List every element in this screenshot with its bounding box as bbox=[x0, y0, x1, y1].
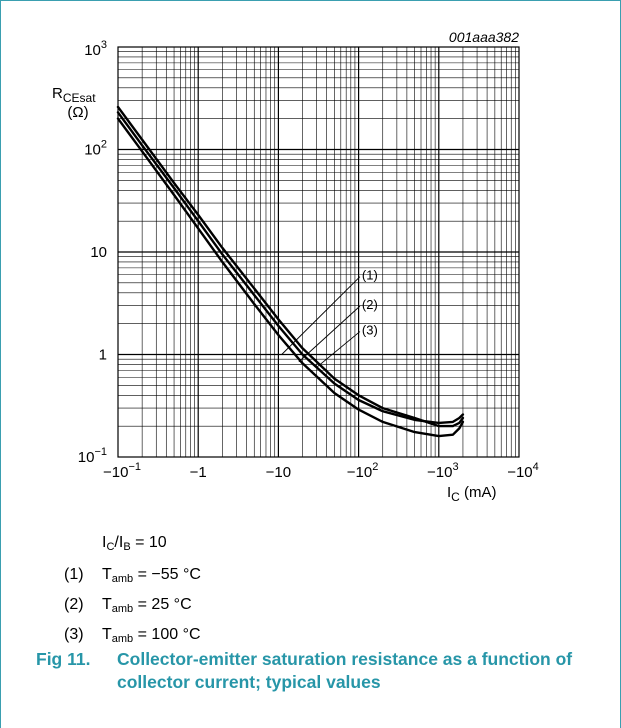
y-tick-label: 1 bbox=[99, 347, 107, 364]
series-line-2 bbox=[116, 105, 465, 428]
curve-leader-line bbox=[316, 331, 361, 368]
figure-number: Fig 11. bbox=[36, 649, 91, 669]
y-tick-label: 103 bbox=[84, 39, 107, 59]
y-axis-unit: (Ω) bbox=[67, 104, 88, 121]
chart-axes bbox=[117, 46, 520, 458]
x-tick-label: −102 bbox=[347, 461, 379, 481]
chart: −10−1 −1 −10 −102 −103 −104 10−1 1 10 102 103 001a… bbox=[52, 29, 539, 504]
x-tick-label: −10−1 bbox=[103, 461, 141, 481]
figure-title: Collector-emitter saturation resistance … bbox=[117, 649, 573, 692]
note-item-1: (1) Tamb = −55 °C bbox=[64, 566, 201, 585]
curve-leader-line bbox=[298, 305, 361, 363]
x-tick-label: −10 bbox=[266, 464, 291, 481]
x-axis-label: IC (mA) bbox=[447, 484, 497, 504]
x-tick-label: −1 bbox=[190, 464, 207, 481]
curve-leader-line bbox=[281, 276, 361, 355]
doc-id: 001aaa382 bbox=[449, 29, 519, 45]
ratio-note: IC/IB = 10 bbox=[102, 534, 167, 553]
chart-series bbox=[116, 105, 465, 438]
x-tick-label: −104 bbox=[507, 461, 539, 481]
series-line-1 bbox=[116, 111, 465, 425]
y-axis-label: RCEsat bbox=[52, 85, 96, 105]
note-item-3: (3) Tamb = 100 °C bbox=[64, 626, 201, 645]
x-tick-label: −103 bbox=[427, 461, 459, 481]
chart-tick-labels: −10−1 −1 −10 −102 −103 −104 10−1 1 10 102 103 bbox=[78, 39, 539, 481]
y-tick-label: 102 bbox=[84, 139, 107, 159]
plot-border bbox=[117, 46, 520, 458]
y-tick-label: 10 bbox=[90, 244, 107, 261]
y-tick-label: 10−1 bbox=[78, 446, 107, 466]
curve-label-3: (3) bbox=[362, 323, 378, 338]
curve-label-2: (2) bbox=[362, 297, 378, 312]
curve-label-1: (1) bbox=[362, 268, 378, 283]
note-item-2: (2) Tamb = 25 °C bbox=[64, 596, 192, 615]
chart-grid bbox=[118, 47, 519, 457]
chart-annotations: 001aaa382 RCEsat(Ω) IC (mA) (1) (2) (3) bbox=[52, 29, 519, 504]
series-line-3 bbox=[116, 117, 465, 438]
